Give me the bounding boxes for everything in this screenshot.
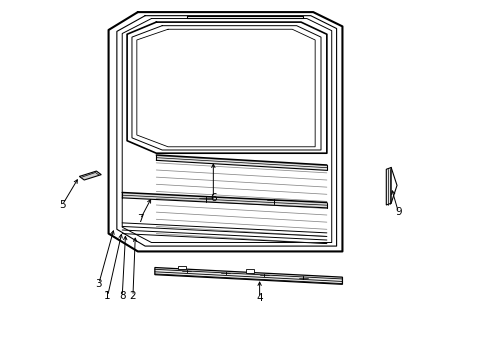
Text: 8: 8 <box>119 291 125 301</box>
Polygon shape <box>155 267 343 284</box>
Text: 5: 5 <box>59 200 66 210</box>
Text: 4: 4 <box>256 293 263 303</box>
Polygon shape <box>386 167 391 205</box>
Polygon shape <box>246 269 254 273</box>
Polygon shape <box>156 155 327 170</box>
Text: 2: 2 <box>130 291 136 301</box>
Polygon shape <box>178 266 186 269</box>
Text: 1: 1 <box>104 291 111 301</box>
Text: 9: 9 <box>395 207 402 217</box>
Polygon shape <box>79 171 101 180</box>
Text: 3: 3 <box>96 279 102 289</box>
Polygon shape <box>122 193 327 208</box>
Text: 7: 7 <box>137 214 144 224</box>
Text: 6: 6 <box>210 193 217 203</box>
